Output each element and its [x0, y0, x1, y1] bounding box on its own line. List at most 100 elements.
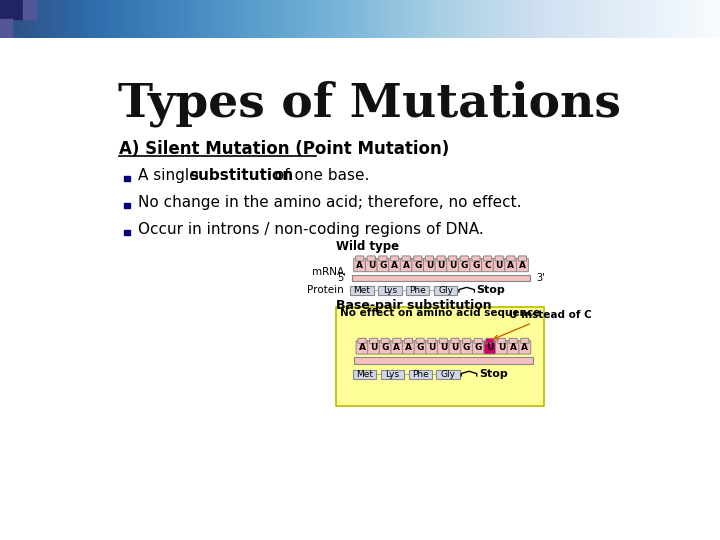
FancyBboxPatch shape	[437, 256, 445, 261]
FancyBboxPatch shape	[434, 286, 457, 295]
FancyBboxPatch shape	[354, 258, 366, 272]
Text: U: U	[426, 260, 433, 269]
Text: G: G	[416, 343, 424, 352]
Text: Gly: Gly	[441, 370, 456, 379]
Text: A: A	[519, 260, 526, 269]
FancyBboxPatch shape	[381, 370, 404, 379]
FancyBboxPatch shape	[124, 176, 130, 181]
Bar	[22, 0, 36, 19]
FancyBboxPatch shape	[414, 341, 426, 354]
Text: U: U	[368, 260, 375, 269]
Text: U instead of C: U instead of C	[494, 310, 592, 339]
Text: substitution: substitution	[189, 168, 293, 183]
FancyBboxPatch shape	[412, 258, 424, 272]
FancyBboxPatch shape	[521, 338, 529, 343]
FancyBboxPatch shape	[365, 258, 377, 272]
Bar	[0, 0, 22, 19]
Text: Met: Met	[354, 286, 371, 295]
Text: Base-pair substitution: Base-pair substitution	[336, 299, 492, 312]
FancyBboxPatch shape	[390, 256, 399, 261]
FancyBboxPatch shape	[426, 341, 438, 354]
FancyBboxPatch shape	[336, 307, 544, 406]
FancyBboxPatch shape	[352, 275, 530, 281]
FancyBboxPatch shape	[400, 258, 412, 272]
FancyBboxPatch shape	[423, 258, 436, 272]
FancyBboxPatch shape	[378, 286, 402, 295]
FancyBboxPatch shape	[393, 338, 401, 343]
FancyBboxPatch shape	[449, 256, 456, 261]
Text: Occur in introns / non-coding regions of DNA.: Occur in introns / non-coding regions of…	[138, 222, 484, 237]
FancyBboxPatch shape	[472, 256, 480, 261]
Text: Gly: Gly	[438, 286, 453, 295]
Text: A: A	[521, 343, 528, 352]
FancyBboxPatch shape	[353, 370, 376, 379]
Text: U: U	[428, 343, 436, 352]
FancyBboxPatch shape	[438, 341, 449, 354]
Text: U: U	[440, 343, 447, 352]
FancyBboxPatch shape	[439, 338, 448, 343]
Bar	[0, 19, 12, 38]
FancyBboxPatch shape	[507, 256, 515, 261]
FancyBboxPatch shape	[356, 256, 364, 261]
FancyBboxPatch shape	[356, 341, 368, 354]
FancyBboxPatch shape	[474, 338, 482, 343]
FancyBboxPatch shape	[483, 256, 492, 261]
FancyBboxPatch shape	[408, 370, 432, 379]
FancyBboxPatch shape	[486, 338, 494, 343]
Text: G: G	[461, 260, 468, 269]
FancyBboxPatch shape	[367, 256, 375, 261]
Text: U: U	[437, 260, 445, 269]
FancyBboxPatch shape	[124, 230, 130, 235]
Text: Phe: Phe	[410, 286, 426, 295]
Text: A: A	[393, 343, 400, 352]
FancyBboxPatch shape	[509, 338, 517, 343]
FancyBboxPatch shape	[402, 256, 410, 261]
Text: U: U	[370, 343, 377, 352]
FancyBboxPatch shape	[379, 256, 387, 261]
FancyBboxPatch shape	[470, 258, 482, 272]
Text: A: A	[356, 260, 363, 269]
FancyBboxPatch shape	[406, 286, 429, 295]
Text: G: G	[382, 343, 389, 352]
FancyBboxPatch shape	[379, 341, 391, 354]
Text: 5': 5'	[337, 273, 346, 283]
Text: Stop: Stop	[479, 369, 508, 379]
Text: Wild type: Wild type	[336, 240, 400, 253]
Text: G: G	[474, 343, 482, 352]
FancyBboxPatch shape	[358, 338, 366, 343]
Text: A single: A single	[138, 168, 204, 183]
Text: U: U	[486, 343, 494, 352]
Text: Lys: Lys	[385, 370, 400, 379]
Text: 3': 3'	[536, 273, 545, 283]
Text: Phe: Phe	[412, 370, 428, 379]
FancyBboxPatch shape	[381, 338, 390, 343]
FancyBboxPatch shape	[507, 341, 519, 354]
Text: U: U	[498, 343, 505, 352]
Text: G: G	[463, 343, 470, 352]
FancyBboxPatch shape	[519, 341, 531, 354]
FancyBboxPatch shape	[518, 256, 526, 261]
Text: A) Silent Mutation (Point Mutation): A) Silent Mutation (Point Mutation)	[120, 140, 450, 159]
FancyBboxPatch shape	[377, 258, 389, 272]
Text: of one base.: of one base.	[269, 168, 369, 183]
FancyBboxPatch shape	[446, 258, 459, 272]
FancyBboxPatch shape	[391, 341, 403, 354]
Text: Lys: Lys	[383, 286, 397, 295]
FancyBboxPatch shape	[389, 258, 400, 272]
FancyBboxPatch shape	[405, 338, 413, 343]
FancyBboxPatch shape	[472, 341, 485, 354]
Text: U: U	[451, 343, 459, 352]
FancyBboxPatch shape	[495, 256, 503, 261]
Text: Types of Mutations: Types of Mutations	[117, 80, 621, 126]
Text: A: A	[508, 260, 514, 269]
FancyBboxPatch shape	[414, 256, 422, 261]
FancyBboxPatch shape	[402, 341, 415, 354]
Text: A: A	[405, 343, 412, 352]
Text: G: G	[414, 260, 421, 269]
FancyBboxPatch shape	[416, 338, 424, 343]
Text: C: C	[485, 260, 491, 269]
Text: U: U	[449, 260, 456, 269]
FancyBboxPatch shape	[495, 341, 508, 354]
Text: A: A	[510, 343, 517, 352]
FancyBboxPatch shape	[436, 370, 459, 379]
